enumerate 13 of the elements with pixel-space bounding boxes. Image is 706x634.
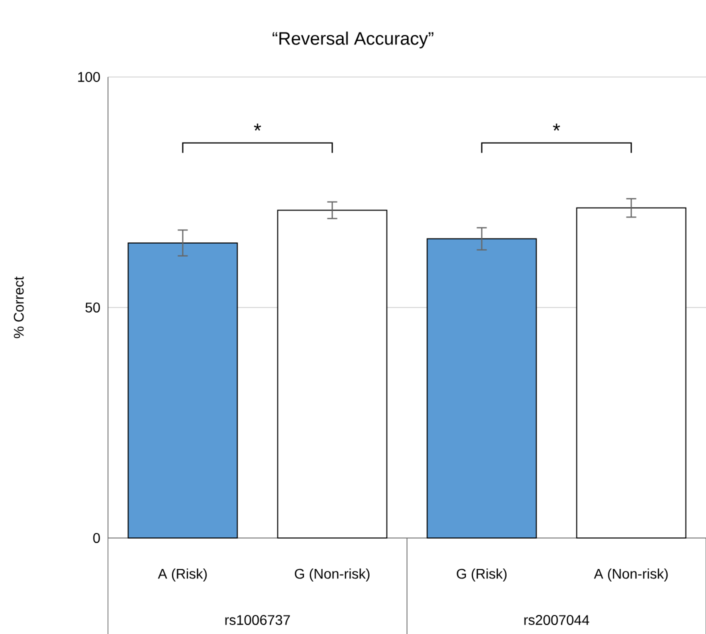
annotation: * bbox=[254, 124, 262, 131]
y-axis-title: % Correct bbox=[14, 276, 24, 338]
text: rs1006737 bbox=[225, 615, 290, 625]
text: rs2007044 bbox=[524, 615, 590, 625]
x-tick-label: A (Non-risk) bbox=[594, 568, 668, 582]
y-tick-label: 50 bbox=[85, 302, 100, 312]
annotation: * bbox=[552, 124, 560, 131]
x-tick-label: A (Risk) bbox=[158, 568, 207, 582]
x-tick-label: G (Risk) bbox=[456, 568, 507, 582]
chart-title: “Reversal Accuracy” bbox=[272, 32, 434, 48]
y-tick-label: 100 bbox=[78, 72, 100, 82]
x-tick-label: G (Non-risk) bbox=[294, 568, 370, 582]
y-tick-label: 0 bbox=[93, 533, 100, 543]
